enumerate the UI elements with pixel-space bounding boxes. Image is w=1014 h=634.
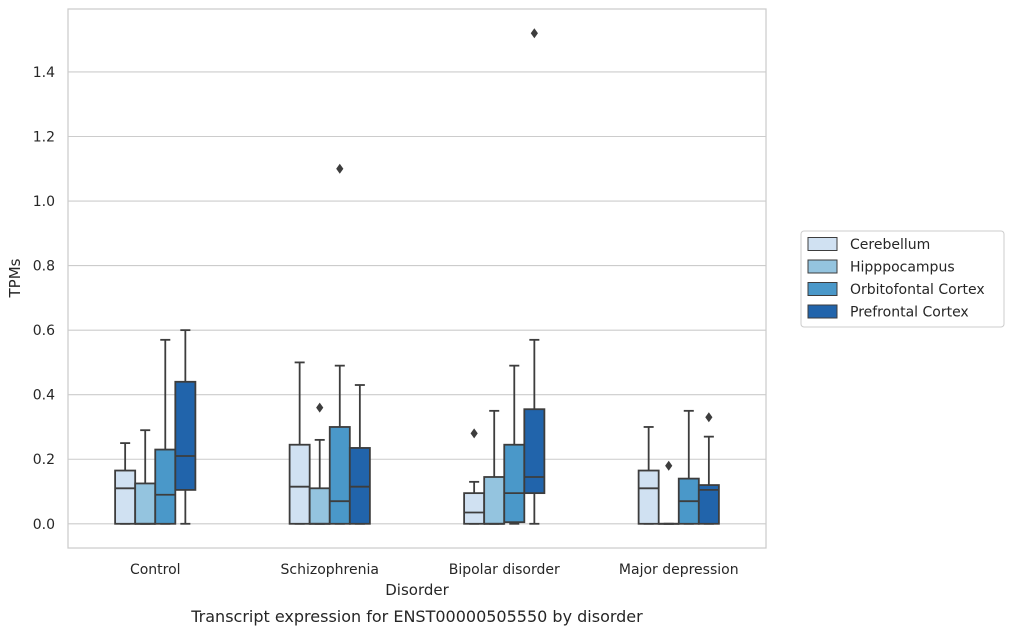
boxes bbox=[114, 28, 720, 525]
box-body bbox=[114, 469, 137, 525]
legend-swatch bbox=[807, 304, 838, 319]
box-body bbox=[328, 426, 351, 525]
legend-label: Orbitofontal Cortex bbox=[850, 282, 985, 298]
legend-label: Prefrontal Cortex bbox=[850, 305, 969, 321]
chart-caption: Transcript expression for ENST0000050555… bbox=[190, 607, 643, 626]
box-body bbox=[463, 492, 486, 525]
box-body bbox=[503, 443, 526, 524]
box-cerebellum bbox=[114, 442, 137, 525]
y-tick-label: 1.4 bbox=[33, 65, 55, 81]
y-axis-ticks: 0.0 0.2 0.4 0.6 0.8 1.0 1.2 1.4 bbox=[33, 65, 55, 533]
legend: Cerebellum Hipppocampus Orbitofontal Corte… bbox=[800, 230, 1005, 328]
legend-swatch bbox=[807, 282, 838, 296]
box-body bbox=[154, 448, 177, 525]
box-body bbox=[697, 484, 720, 525]
outlier-point bbox=[316, 402, 324, 413]
y-axis-title: TPMs bbox=[6, 258, 24, 298]
legend-label: Cerebellum bbox=[850, 237, 930, 253]
x-tick-label: Schizophrenia bbox=[281, 562, 379, 578]
box-orbitofontal-cortex bbox=[503, 364, 526, 525]
outlier-point bbox=[705, 412, 713, 423]
box-body bbox=[308, 487, 331, 525]
box-orbitofontal-cortex bbox=[154, 338, 177, 525]
y-tick-label: 0.8 bbox=[33, 259, 55, 275]
box-cerebellum bbox=[288, 361, 311, 525]
x-axis-ticks: Control Schizophrenia Bipolar disorder Majo… bbox=[130, 562, 739, 578]
box-hipppocampus bbox=[134, 429, 157, 525]
box-body bbox=[483, 476, 506, 525]
box-hipppocampus bbox=[483, 409, 506, 525]
box-hipppocampus bbox=[657, 460, 680, 525]
outlier-point bbox=[336, 163, 344, 174]
y-tick-label: 0.6 bbox=[33, 323, 55, 339]
y-tick-label: 1.0 bbox=[33, 194, 55, 210]
box-body bbox=[523, 408, 546, 495]
box-prefrontal-cortex bbox=[348, 384, 371, 525]
plot-area-frame bbox=[67, 8, 767, 549]
box-body bbox=[174, 380, 197, 491]
box-prefrontal-cortex bbox=[523, 28, 546, 525]
y-tick-label: 0.2 bbox=[33, 452, 55, 468]
box-body bbox=[134, 482, 157, 525]
box-prefrontal-cortex bbox=[697, 412, 720, 525]
box-hipppocampus bbox=[308, 402, 331, 525]
x-tick-label: Major depression bbox=[619, 562, 739, 578]
y-tick-label: 1.2 bbox=[33, 129, 55, 145]
y-tick-label: 0.4 bbox=[33, 388, 55, 404]
outlier-point bbox=[530, 28, 538, 39]
legend-swatch bbox=[807, 237, 838, 251]
y-tick-label: 0.0 bbox=[33, 517, 55, 533]
legend-frame bbox=[800, 230, 1005, 328]
box-prefrontal-cortex bbox=[174, 329, 197, 525]
legend-label: Hipppocampus bbox=[850, 260, 955, 276]
legend-swatch bbox=[807, 259, 838, 274]
box-body bbox=[637, 469, 660, 525]
x-axis-title: Disorder bbox=[385, 581, 449, 599]
x-tick-label: Control bbox=[130, 562, 181, 578]
box-orbitofontal-cortex bbox=[677, 409, 700, 525]
x-tick-label: Bipolar disorder bbox=[449, 562, 560, 578]
box-body bbox=[288, 443, 311, 525]
outlier-point bbox=[470, 428, 478, 439]
box-cerebellum bbox=[463, 428, 486, 525]
box-orbitofontal-cortex bbox=[328, 163, 351, 525]
outlier-point bbox=[665, 460, 673, 471]
box-cerebellum bbox=[637, 426, 660, 525]
